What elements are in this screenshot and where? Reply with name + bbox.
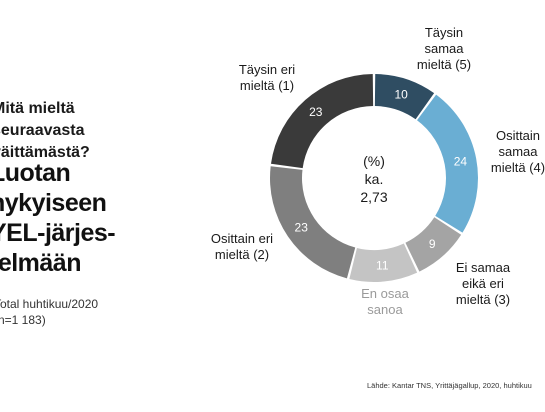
sample-period: Total huhtikuu/2020 <box>0 297 99 311</box>
sample-size: (n=1 183) <box>0 313 46 327</box>
category-label-taysin-samaa: Täysin samaa mieltä (5) <box>417 25 471 72</box>
slice-osittain-eri <box>270 166 356 279</box>
slice-en-osaa-sanoa <box>349 243 418 282</box>
slice-value-osittain-eri: 23 <box>295 220 309 234</box>
center-mean-label: ka. <box>365 171 384 187</box>
intro-panel: Mitä mieltä seuraavasta väittämästä? Luo… <box>0 0 130 412</box>
center-unit-label: (%) <box>363 153 385 169</box>
question-text: Mitä mieltä seuraavasta väittämästä? <box>0 100 90 161</box>
category-label-osittain-eri: Osittain eri mieltä (2) <box>211 231 273 262</box>
category-label-en-osaa-sanoa: En osaa sanoa <box>361 286 409 317</box>
category-label-osittain-samaa: Osittain samaa mieltä (4) <box>491 128 545 175</box>
slice-osittain-samaa <box>417 94 478 233</box>
slice-value-taysin-samaa: 10 <box>395 87 409 101</box>
category-label-ei-samaa-eika-eri: Ei samaa eikä eri mieltä (3) <box>456 260 511 307</box>
center-mean-value: 2,73 <box>360 189 387 205</box>
statement-text: Luotan nykyiseen YEL-järjes-telmään <box>0 159 116 277</box>
source-note: Lähde: Kantar TNS, Yrittäjägallup, 2020,… <box>367 381 532 390</box>
slice-value-en-osaa-sanoa: 11 <box>376 259 389 273</box>
slice-value-ei-samaa-eika-eri: 9 <box>429 237 436 251</box>
category-label-taysin-eri: Täysin eri mieltä (1) <box>239 62 295 93</box>
slice-value-taysin-eri: 23 <box>309 105 323 119</box>
slice-taysin-samaa <box>374 74 435 120</box>
slice-ei-samaa-eika-eri <box>405 217 462 272</box>
slice-taysin-eri <box>270 74 374 169</box>
sample-info: Total huhtikuu/2020 (n=1 183) <box>0 296 130 328</box>
slice-value-osittain-samaa: 24 <box>454 155 468 169</box>
